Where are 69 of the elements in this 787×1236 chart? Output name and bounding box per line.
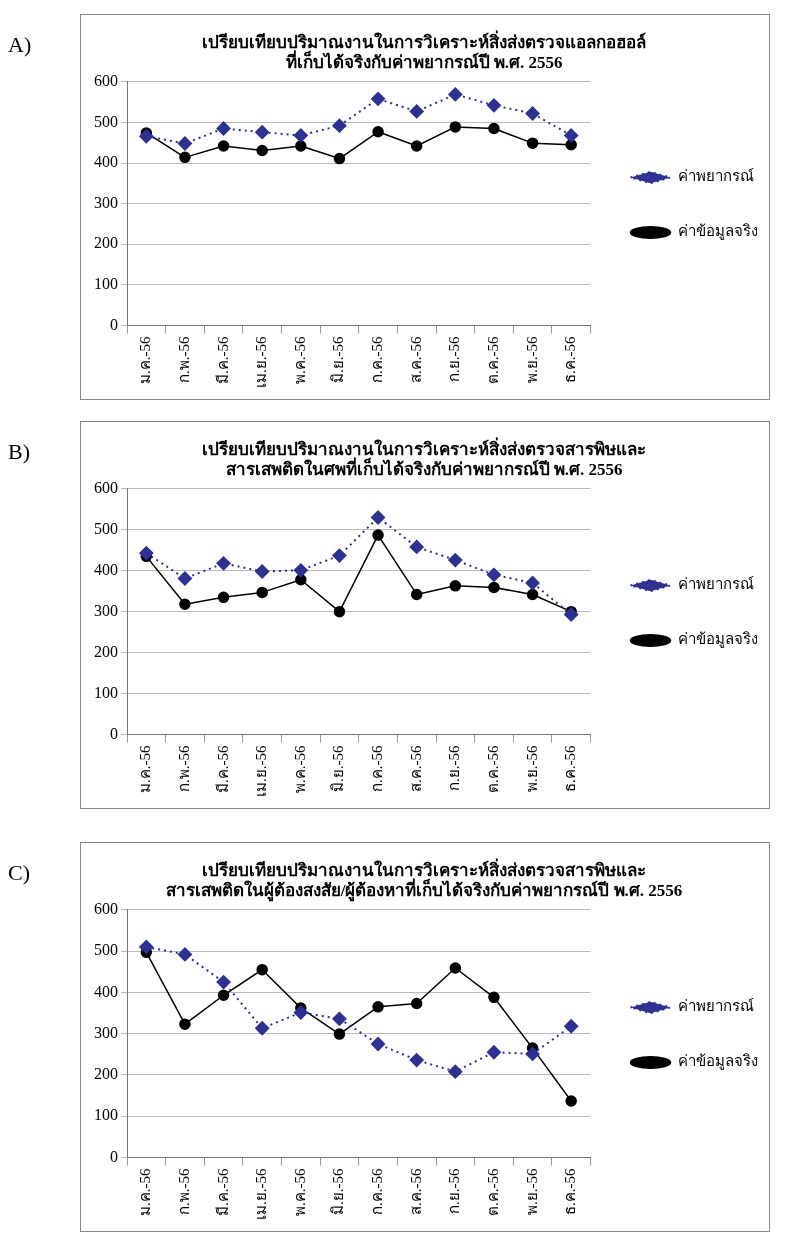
chart-title: เปรียบเทียบปริมาณงานในการวิเคราะห์สิ่งส่งตรวจแอลกอฮอล์ ที่เก็บได้จริงกับค่าพยากรณ์ปี พ.ศ. 2556 (202, 29, 646, 72)
x-tick-label: พ.ค.-56 (291, 1168, 308, 1216)
x-tick-label: มิ.ย.-56 (330, 745, 347, 792)
x-tick-label: ต.ค.-56 (484, 336, 501, 384)
x-tick-label: มี.ค.-56 (214, 336, 231, 384)
text: B) (8, 439, 30, 465)
x-tick-label: พ.ค.-56 (291, 336, 308, 384)
x-tick-label: มี.ค.-56 (214, 1168, 231, 1216)
y-tick-label: 0 (110, 315, 118, 333)
x-tick-label: เม.ย.-56 (253, 336, 270, 388)
x-tick-label: มิ.ย.-56 (330, 336, 347, 383)
legend-label: ค่าพยากรณ์ (678, 576, 754, 593)
y-tick-label: 300 (94, 193, 118, 211)
x-tick-label: ก.ค.-56 (369, 745, 385, 792)
chart-title: เปรียบเทียบปริมาณงานในการวิเคราะห์สิ่งส่งตรวจสารพิษและ สารเสพติดในศพที่เก็บได้จริงกับค่าพยากรณ์ปี พ.ศ. 2556 (202, 436, 646, 479)
x-tick-label: พ.ย.-56 (523, 1168, 540, 1215)
chart-title: เปรียบเทียบปริมาณงานในการวิเคราะห์สิ่งส่งตรวจสารพิษและ สารเสพติดในผู้ต้องสงสัย/ผู้ต้องหาที่เก็บได้จริงกับค่าพยากรณ์ปี พ.ศ. 2556 (165, 857, 683, 902)
x-tick-label: ต.ค.-56 (484, 1168, 501, 1216)
x-tick-label: เม.ย.-56 (253, 1168, 270, 1220)
x-tick-label: ก.พ.-56 (175, 1168, 192, 1215)
y-tick-label: 400 (94, 982, 118, 1000)
y-tick-label: 400 (94, 153, 118, 171)
y-tick-label: 500 (94, 941, 118, 959)
text: C) (8, 860, 30, 886)
y-tick-label: 500 (94, 519, 118, 537)
x-tick-label: เม.ย.-56 (253, 745, 270, 797)
x-tick-label: ธ.ค.-56 (562, 745, 579, 792)
legend-label: ค่าข้อมูลจริง (678, 1053, 758, 1071)
y-tick-label: 100 (94, 275, 118, 293)
x-tick-label: ส.ค.-56 (407, 336, 424, 383)
x-tick-label: ก.พ.-56 (175, 745, 192, 792)
x-tick-label: ม.ค.-56 (137, 1168, 154, 1216)
x-tick-label: ม.ค.-56 (137, 336, 154, 384)
y-tick-label: 400 (94, 560, 118, 578)
x-tick-label: ก.ย.-56 (446, 336, 463, 382)
legend-label: ค่าพยากรณ์ (678, 168, 754, 185)
x-tick-label: มิ.ย.-56 (330, 1168, 347, 1215)
x-tick-label: มี.ค.-56 (214, 745, 231, 793)
y-tick-label: 300 (94, 1023, 118, 1041)
x-tick-label: พ.ย.-56 (523, 745, 540, 792)
x-tick-label: ก.ย.-56 (446, 1168, 463, 1214)
x-tick-label: พ.ค.-56 (291, 745, 308, 793)
y-tick-label: 100 (94, 1106, 118, 1124)
y-tick-label: 600 (94, 900, 118, 917)
x-tick-label: ธ.ค.-56 (562, 336, 579, 383)
y-tick-label: 0 (110, 1147, 118, 1165)
y-tick-label: 200 (94, 642, 118, 660)
y-tick-label: 600 (94, 72, 118, 89)
x-tick-label: ก.ย.-56 (446, 745, 463, 791)
y-tick-label: 200 (94, 234, 118, 252)
x-tick-label: ก.ค.-56 (369, 1168, 385, 1215)
x-tick-label: ธ.ค.-56 (562, 1168, 579, 1215)
x-tick-label: ส.ค.-56 (407, 745, 424, 792)
y-tick-label: 600 (94, 479, 118, 496)
legend-label: ค่าข้อมูลจริง (678, 631, 758, 649)
x-tick-label: พ.ย.-56 (523, 336, 540, 383)
x-tick-label: ม.ค.-56 (137, 745, 154, 793)
legend-label: ค่าพยากรณ์ (678, 998, 754, 1015)
legend-label: ค่าข้อมูลจริง (678, 223, 758, 241)
y-tick-label: 500 (94, 112, 118, 130)
text: A) (8, 32, 32, 58)
x-tick-label: ส.ค.-56 (407, 1168, 424, 1215)
y-tick-label: 200 (94, 1065, 118, 1083)
x-tick-label: ก.พ.-56 (175, 336, 192, 383)
x-tick-label: ต.ค.-56 (484, 745, 501, 793)
y-tick-label: 300 (94, 601, 118, 619)
y-tick-label: 0 (110, 724, 118, 742)
y-tick-label: 100 (94, 683, 118, 701)
x-tick-label: ก.ค.-56 (369, 336, 385, 383)
